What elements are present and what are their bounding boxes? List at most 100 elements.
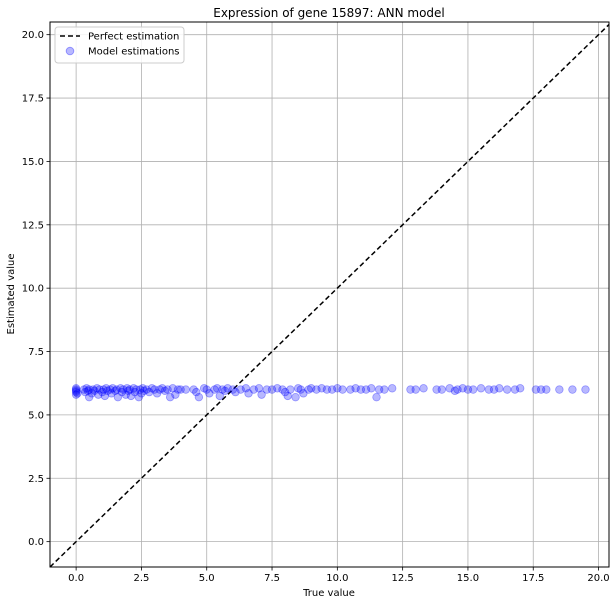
scatter-point bbox=[367, 384, 376, 393]
x-tick-label: 5.0 bbox=[199, 573, 215, 584]
scatter-point bbox=[139, 386, 149, 396]
scatter-point bbox=[510, 385, 520, 394]
scatter-point bbox=[293, 384, 303, 393]
scatter-point bbox=[215, 391, 224, 401]
scatter-point bbox=[147, 384, 157, 393]
scatter-point bbox=[387, 384, 397, 393]
scatter-point bbox=[124, 386, 133, 396]
scatter-point bbox=[463, 385, 473, 394]
scatter-point bbox=[249, 385, 258, 394]
scatter-point bbox=[107, 389, 116, 398]
x-tick-label: 20.0 bbox=[587, 573, 609, 584]
scatter-point bbox=[82, 384, 91, 393]
scatter-point bbox=[155, 385, 164, 394]
scatter-point bbox=[199, 384, 209, 393]
perfect-estimation-line bbox=[50, 23, 609, 567]
scatter-point bbox=[173, 385, 183, 394]
scatter-point bbox=[95, 385, 104, 394]
scatter-point bbox=[79, 385, 89, 394]
scatter-point bbox=[568, 385, 577, 394]
scatter-point bbox=[273, 384, 282, 393]
scatter-point bbox=[71, 386, 81, 396]
scatter-point bbox=[419, 384, 428, 393]
scatter-point bbox=[135, 385, 145, 394]
scatter-point bbox=[542, 385, 551, 394]
scatter-point bbox=[194, 392, 204, 402]
scatter-point bbox=[220, 386, 230, 396]
scatter-point bbox=[531, 385, 541, 394]
scatter-point bbox=[130, 387, 140, 397]
scatter-point bbox=[223, 384, 232, 393]
scatter-point bbox=[116, 384, 125, 393]
scatter-point bbox=[291, 392, 300, 402]
scatter-point bbox=[484, 385, 494, 394]
scatter-point bbox=[296, 385, 305, 394]
scatter-point bbox=[283, 391, 292, 401]
scatter-point bbox=[432, 385, 441, 394]
scatter-point bbox=[126, 391, 136, 401]
scatter-point bbox=[117, 387, 127, 397]
scatter-point bbox=[327, 385, 337, 394]
scatter-point bbox=[94, 390, 103, 399]
scatter-point bbox=[176, 385, 185, 394]
scatter-point bbox=[83, 386, 93, 396]
y-tick-label: 0.0 bbox=[28, 537, 44, 548]
scatter-point bbox=[71, 384, 81, 393]
scatter-point bbox=[267, 385, 277, 394]
y-tick-label: 2.5 bbox=[28, 474, 44, 485]
scatter-point bbox=[437, 385, 447, 394]
y-tick-label: 15.0 bbox=[22, 157, 44, 168]
scatter-point bbox=[356, 385, 366, 394]
scatter-point bbox=[361, 385, 371, 394]
scatter-point bbox=[228, 385, 238, 394]
scatter-point bbox=[99, 385, 108, 394]
scatter-point bbox=[181, 385, 191, 394]
scatter-point bbox=[205, 389, 214, 398]
scatter-point bbox=[90, 386, 99, 396]
scatter-point bbox=[212, 384, 222, 393]
x-tick-label: 17.5 bbox=[522, 573, 544, 584]
scatter-point bbox=[495, 384, 504, 393]
scatter-point bbox=[84, 392, 94, 402]
scatter-point bbox=[137, 389, 146, 398]
x-tick-label: 7.5 bbox=[264, 573, 280, 584]
scatter-point bbox=[299, 389, 308, 398]
model-estimations-layer bbox=[71, 384, 590, 402]
scatter-point bbox=[142, 385, 151, 394]
scatter-point bbox=[125, 385, 134, 394]
scatter-point bbox=[445, 384, 454, 393]
scatter-point bbox=[411, 385, 420, 394]
x-tick-label: 15.0 bbox=[457, 573, 479, 584]
x-tick-label: 0.0 bbox=[68, 573, 84, 584]
scatter-point bbox=[333, 384, 342, 393]
scatter-point bbox=[81, 387, 90, 397]
scatter-point bbox=[132, 385, 141, 394]
scatter-point bbox=[71, 390, 81, 399]
scatter-point bbox=[101, 384, 111, 393]
scatter-point bbox=[87, 389, 96, 398]
scatter-point bbox=[84, 385, 94, 394]
scatter-point bbox=[458, 384, 467, 393]
scatter-point bbox=[134, 392, 144, 402]
scatter-point bbox=[112, 385, 121, 394]
y-tick-label: 17.5 bbox=[22, 94, 44, 105]
scatter-point bbox=[278, 385, 287, 394]
x-tick-label: 12.5 bbox=[392, 573, 414, 584]
scatter-point bbox=[351, 384, 360, 393]
scatter-point bbox=[450, 386, 460, 396]
scatter-point bbox=[515, 384, 525, 393]
scatter-point bbox=[317, 384, 326, 393]
scatter-point bbox=[307, 384, 316, 393]
scatter-point bbox=[346, 385, 355, 394]
scatter-point bbox=[254, 384, 264, 393]
axes-frame bbox=[49, 21, 610, 568]
scatter-point bbox=[581, 385, 590, 394]
scatter-point bbox=[468, 385, 478, 394]
scatter-point bbox=[380, 385, 389, 394]
scatter-point bbox=[406, 385, 415, 394]
scatter-point bbox=[555, 385, 564, 394]
x-tick-label: 10.0 bbox=[326, 573, 348, 584]
scatter-point bbox=[244, 389, 253, 398]
grid bbox=[50, 22, 609, 567]
